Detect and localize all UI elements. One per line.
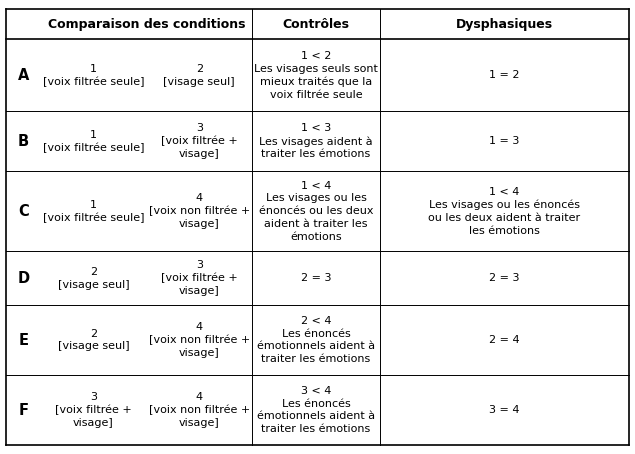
Text: D: D — [17, 271, 29, 286]
Text: 3
[voix filtrée +
visage]: 3 [voix filtrée + visage] — [161, 123, 237, 159]
Text: Contrôles: Contrôles — [283, 18, 349, 30]
Text: 2
[visage seul]: 2 [visage seul] — [163, 64, 235, 87]
Text: 2
[visage seul]: 2 [visage seul] — [58, 329, 130, 351]
Text: A: A — [18, 68, 29, 83]
Text: 1 = 2: 1 = 2 — [489, 70, 519, 80]
Text: 3
[voix filtrée +
visage]: 3 [voix filtrée + visage] — [55, 392, 132, 428]
Text: 4
[voix non filtrée +
visage]: 4 [voix non filtrée + visage] — [149, 322, 250, 358]
Text: 1
[voix filtrée seule]: 1 [voix filtrée seule] — [43, 129, 144, 153]
Text: 3
[voix filtrée +
visage]: 3 [voix filtrée + visage] — [161, 260, 237, 296]
Text: 2 < 4
Les énoncés
émotionnels aident à
traiter les émotions: 2 < 4 Les énoncés émotionnels aident à t… — [257, 316, 375, 364]
Text: 3 = 4: 3 = 4 — [489, 405, 519, 415]
Text: F: F — [18, 403, 29, 418]
Text: B: B — [18, 133, 29, 149]
Text: 2 = 4: 2 = 4 — [489, 335, 519, 345]
Text: 2
[visage seul]: 2 [visage seul] — [58, 267, 130, 290]
Text: Dysphasiques: Dysphasiques — [456, 18, 552, 30]
Text: 2 = 3: 2 = 3 — [489, 273, 519, 283]
Text: 4
[voix non filtrée +
visage]: 4 [voix non filtrée + visage] — [149, 392, 250, 428]
Text: 3 < 4
Les énoncés
émotionnels aident à
traiter les émotions: 3 < 4 Les énoncés émotionnels aident à t… — [257, 386, 375, 434]
Text: 1 < 2
Les visages seuls sont
mieux traités que la
voix filtrée seule: 1 < 2 Les visages seuls sont mieux trait… — [254, 51, 378, 100]
Text: Comparaison des conditions: Comparaison des conditions — [48, 18, 245, 30]
Text: 1
[voix filtrée seule]: 1 [voix filtrée seule] — [43, 199, 144, 223]
Text: 1 < 4
Les visages ou les énoncés
ou les deux aident à traiter
les émotions: 1 < 4 Les visages ou les énoncés ou les … — [428, 187, 580, 236]
Text: 1 < 4
Les visages ou les
énoncés ou les deux
aident à traiter les
émotions: 1 < 4 Les visages ou les énoncés ou les … — [258, 181, 373, 242]
Text: 1 = 3: 1 = 3 — [489, 136, 519, 146]
Text: C: C — [18, 204, 29, 219]
Text: 2 = 3: 2 = 3 — [301, 273, 331, 283]
Text: 1 < 3
Les visages aident à
traiter les émotions: 1 < 3 Les visages aident à traiter les é… — [259, 123, 373, 159]
Text: 4
[voix non filtrée +
visage]: 4 [voix non filtrée + visage] — [149, 193, 250, 229]
Text: 1
[voix filtrée seule]: 1 [voix filtrée seule] — [43, 64, 144, 87]
Text: E: E — [18, 332, 29, 347]
